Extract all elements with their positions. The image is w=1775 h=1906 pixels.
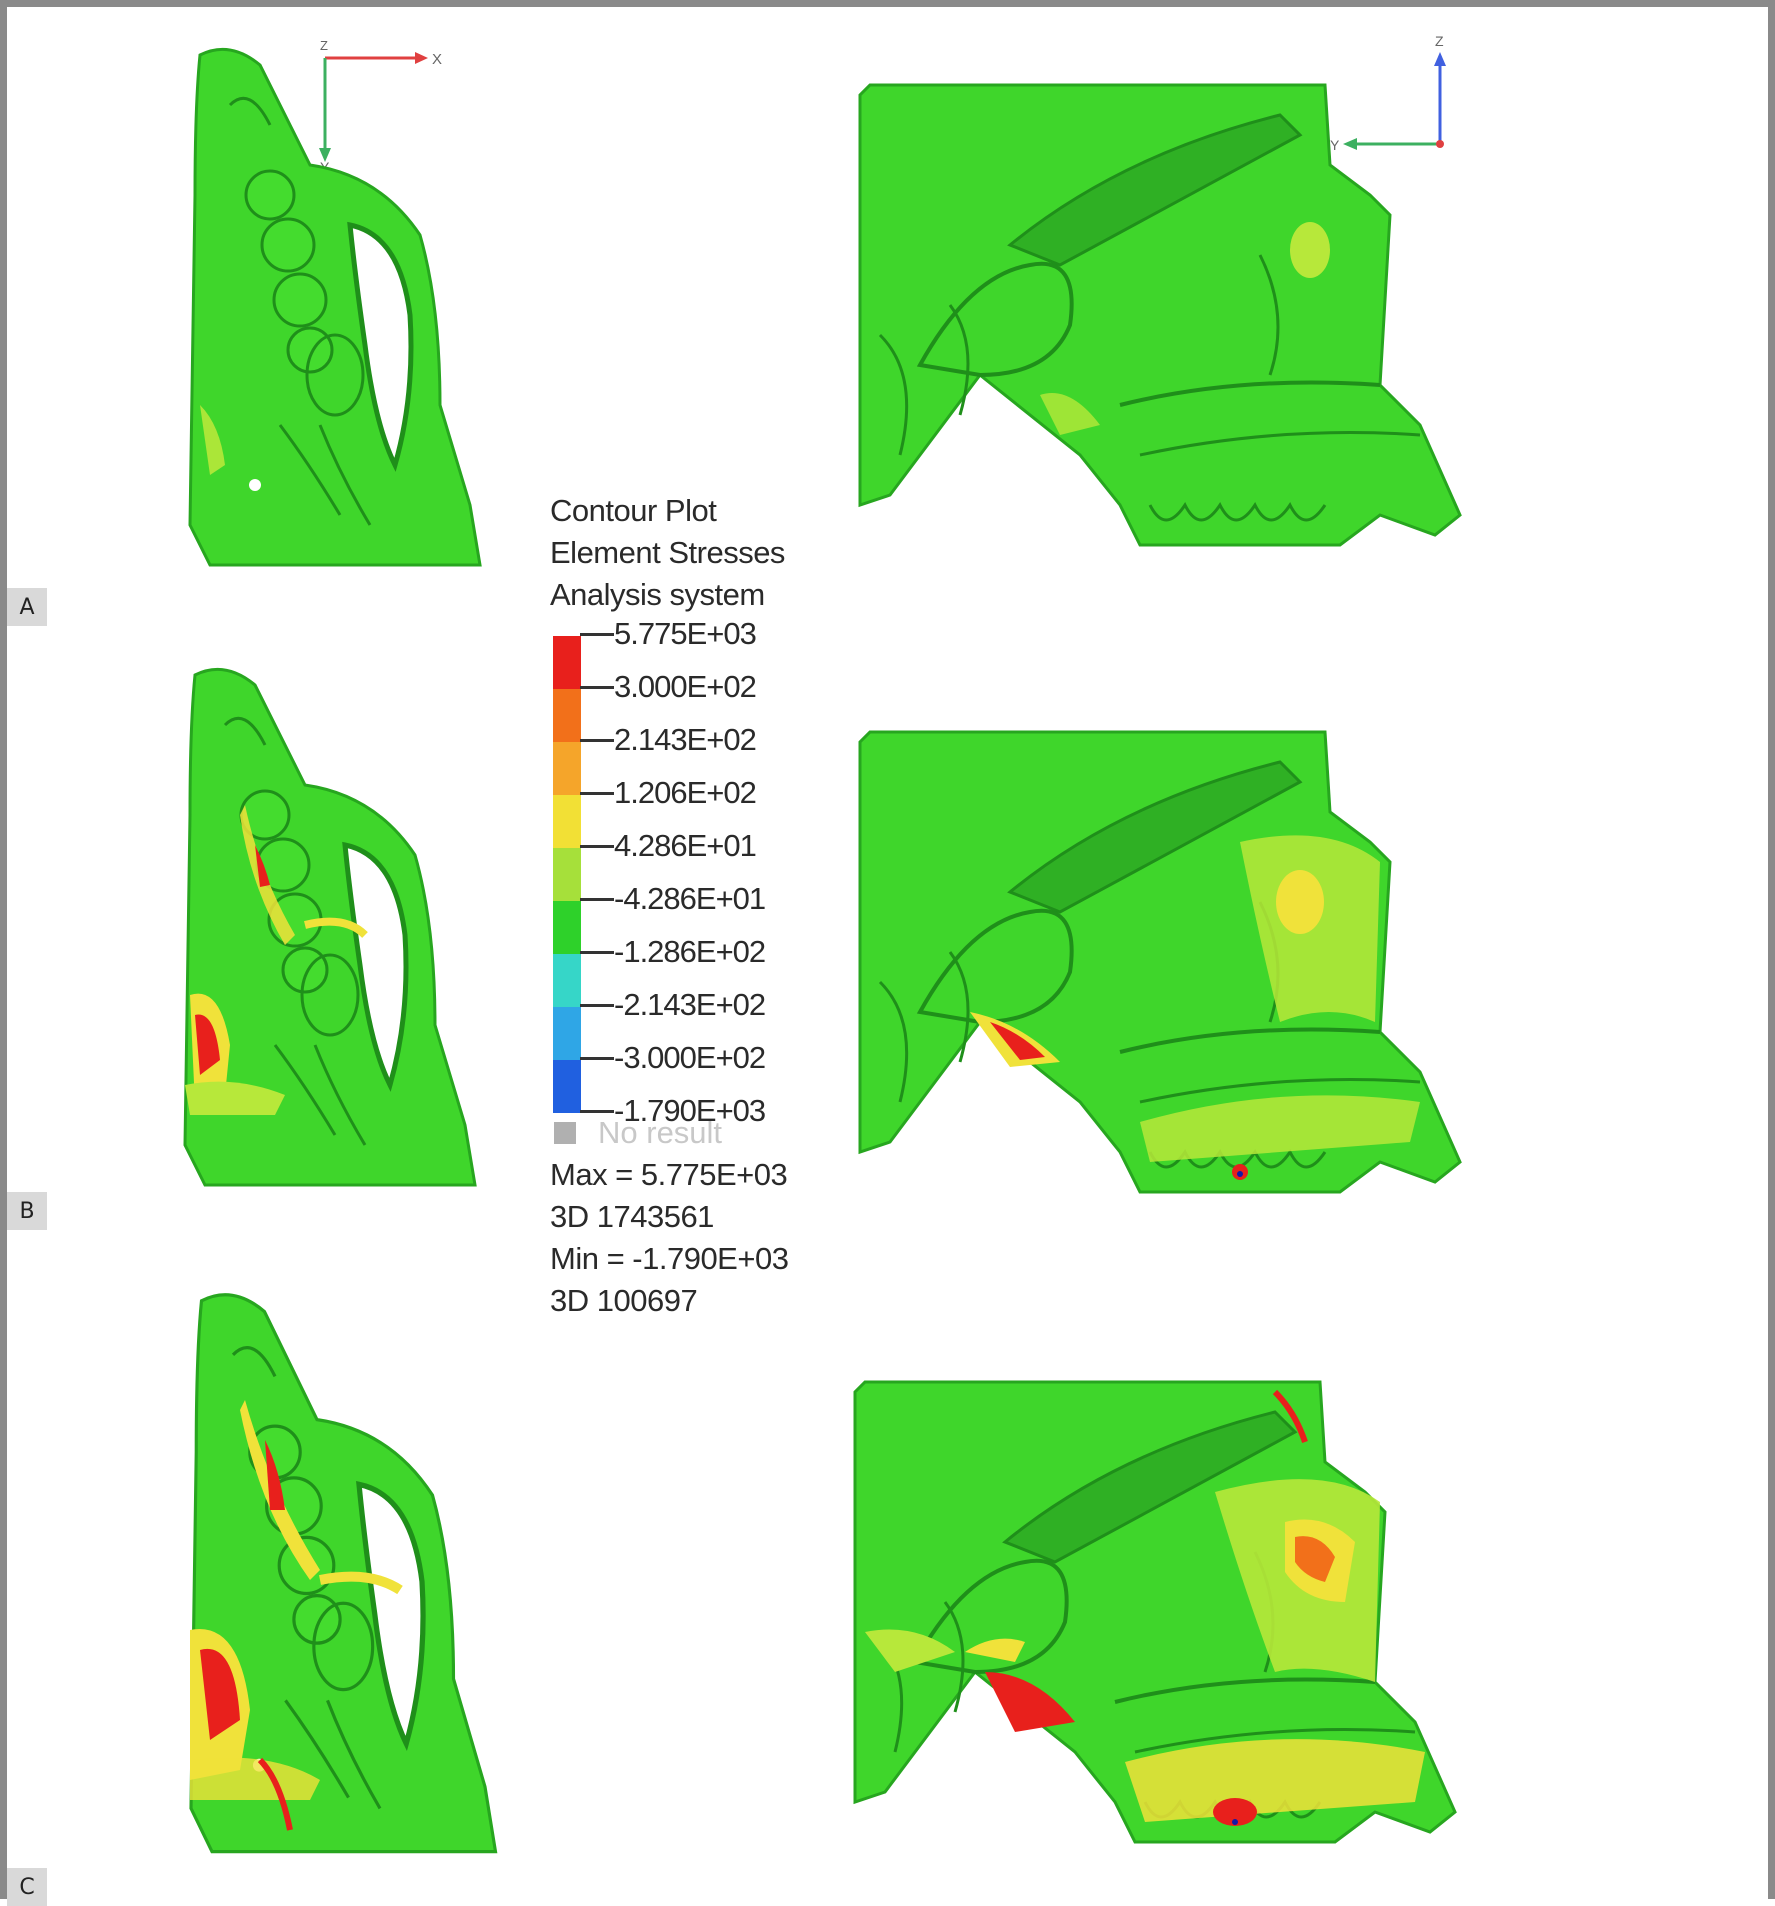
panel-b-frontal-view [165, 665, 495, 1235]
legend-tick-mark [580, 791, 614, 795]
axis-y-label-right: Y [1330, 137, 1340, 153]
legend-tick-label: -1.286E+02 [614, 934, 766, 969]
legend-tick: -1.286E+02 [580, 934, 766, 970]
legend-tick-label: 4.286E+01 [614, 828, 757, 863]
legend-tick: -1.790E+03 [580, 1093, 766, 1129]
legend-tick: 5.775E+03 [580, 616, 757, 652]
legend-tick: 1.206E+02 [580, 775, 757, 811]
legend-no-result: No result [550, 1112, 850, 1154]
panel-label-a: A [7, 588, 47, 626]
legend-band [553, 1060, 581, 1113]
legend-tick: 2.143E+02 [580, 722, 757, 758]
legend-max-node: 3D 1743561 [550, 1199, 714, 1234]
panel-label-c: C [7, 1868, 47, 1906]
legend-tick-label: -3.000E+02 [614, 1040, 766, 1075]
legend-tick-label: 5.775E+03 [614, 616, 757, 651]
legend-band [553, 636, 581, 689]
legend-tick: -3.000E+02 [580, 1040, 766, 1076]
legend-min: Min = -1.790E+03 [550, 1241, 789, 1276]
legend-tick-mark [580, 1056, 614, 1060]
axis-z-label: Z [320, 38, 328, 53]
legend-band [553, 689, 581, 742]
panel-b-lateral-view [858, 730, 1462, 1194]
legend-tick-label: -2.143E+02 [614, 987, 766, 1022]
panel-a-frontal-view [170, 45, 500, 615]
legend-tick-mark [580, 685, 614, 689]
legend-band [553, 954, 581, 1007]
axis-x-label: X [432, 51, 442, 68]
panel-a-lateral-view [858, 83, 1462, 547]
legend-band [553, 742, 581, 795]
legend-tick: -2.143E+02 [580, 987, 766, 1023]
legend-band [553, 901, 581, 954]
legend-color-scale: 5.775E+03 3.000E+02 2.143E+02 1.206E+02 4.28… [550, 616, 850, 1128]
legend-title-3: Analysis system [550, 577, 765, 612]
legend-tick: 4.286E+01 [580, 828, 757, 864]
no-result-label: No result [598, 1115, 723, 1150]
legend-max: Max = 5.775E+03 [550, 1157, 788, 1192]
legend-tick-label: -1.790E+03 [614, 1093, 766, 1128]
axis-triad-yz: Z Y [1330, 33, 1446, 153]
legend-tick-mark [580, 1109, 614, 1113]
legend-tick-mark [580, 738, 614, 742]
legend-tick-mark [580, 950, 614, 954]
legend-min-node: 3D 100697 [550, 1283, 698, 1318]
legend-tick-label: 1.206E+02 [614, 775, 757, 810]
legend-title-1: Contour Plot [550, 493, 717, 528]
legend-tick: -4.286E+01 [580, 881, 766, 917]
legend-band [553, 795, 581, 848]
panel-c-frontal-view [170, 1290, 510, 1890]
legend-tick-mark [580, 632, 614, 636]
legend-tick: 3.000E+02 [580, 669, 757, 705]
legend-tick-label: 2.143E+02 [614, 722, 757, 757]
no-result-swatch [554, 1122, 576, 1144]
panel-label-b: B [7, 1192, 47, 1230]
stress-legend: Contour Plot Element Stresses Analysis s… [550, 490, 850, 1322]
axis-z-label-right: Z [1435, 33, 1444, 49]
legend-title-2: Element Stresses [550, 535, 785, 570]
legend-band [553, 848, 581, 901]
panel-c-lateral-view [853, 1380, 1457, 1844]
legend-tick-label: 3.000E+02 [614, 669, 757, 704]
legend-tick-mark [580, 897, 614, 901]
legend-tick-mark [580, 844, 614, 848]
legend-tick-label: -4.286E+01 [614, 881, 766, 916]
legend-tick-mark [580, 1003, 614, 1007]
legend-band [553, 1007, 581, 1060]
